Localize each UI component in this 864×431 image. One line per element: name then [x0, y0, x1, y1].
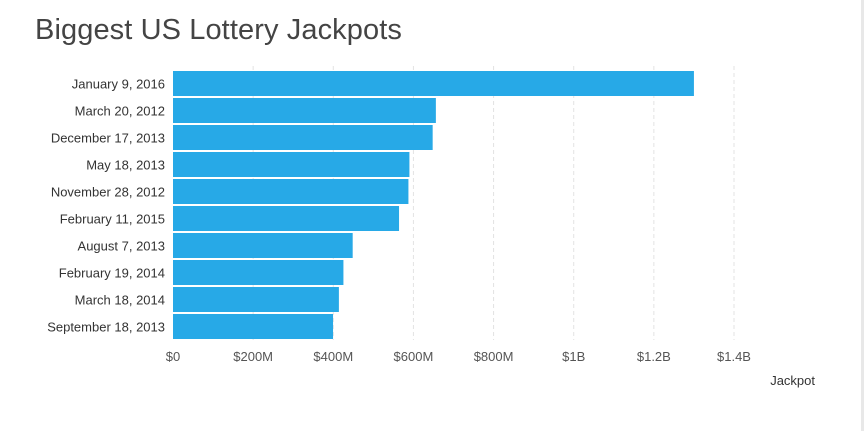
x-tick-label: $600M	[394, 349, 434, 364]
bar[interactable]	[173, 287, 339, 312]
x-tick-label: $1B	[562, 349, 585, 364]
category-label: February 19, 2014	[59, 266, 165, 281]
bar[interactable]	[173, 125, 433, 150]
category-label: March 20, 2012	[75, 104, 165, 119]
category-label: March 18, 2014	[75, 293, 165, 308]
category-label: February 11, 2015	[60, 212, 165, 227]
category-label: August 7, 2013	[78, 239, 165, 254]
x-tick-label: $1.4B	[717, 349, 751, 364]
x-tick-label: $800M	[474, 349, 514, 364]
category-label: December 17, 2013	[51, 131, 165, 146]
bar[interactable]	[173, 179, 409, 204]
x-tick-label: $1.2B	[637, 349, 671, 364]
x-tick-label: $0	[166, 349, 180, 364]
chart-title: Biggest US Lottery Jackpots	[35, 14, 402, 46]
frame-edge	[861, 0, 864, 431]
category-label: May 18, 2013	[86, 158, 165, 173]
bar[interactable]	[173, 98, 436, 123]
bar[interactable]	[173, 206, 400, 231]
bar[interactable]	[173, 260, 344, 285]
category-label: September 18, 2013	[47, 320, 165, 335]
bar[interactable]	[173, 152, 410, 177]
x-tick-label: $400M	[313, 349, 353, 364]
bar[interactable]	[173, 314, 334, 339]
category-label: January 9, 2016	[72, 77, 165, 92]
bar[interactable]	[173, 233, 353, 258]
bar[interactable]	[173, 71, 694, 96]
category-label: November 28, 2012	[51, 185, 165, 200]
x-tick-label: $200M	[233, 349, 273, 364]
x-axis-title: Jackpot	[770, 373, 815, 388]
